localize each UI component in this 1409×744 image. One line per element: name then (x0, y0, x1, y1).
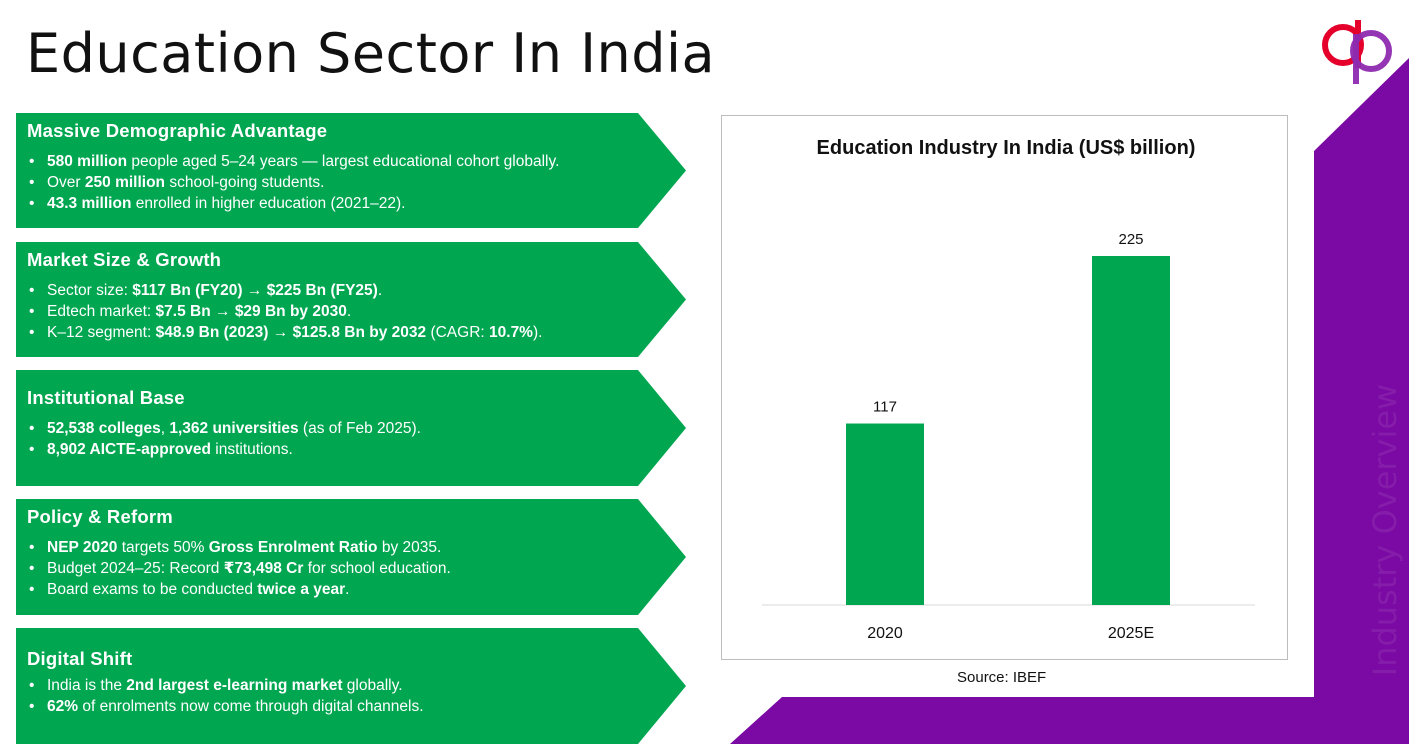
card-title: Massive Demographic Advantage (27, 120, 328, 141)
list-item: Sector size: $117 Bn (FY20) → $225 Bn (F… (27, 280, 686, 301)
highlight-text: 52,538 colleges (47, 420, 161, 437)
body-text: Sector size: (47, 282, 133, 299)
category-label: 2020 (867, 625, 903, 642)
company-logo-icon (1322, 20, 1392, 84)
highlight-text: 250 million (84, 174, 166, 191)
side-label: Industry Overview (1366, 383, 1404, 677)
bar-2020 (846, 423, 924, 605)
body-text: . (346, 303, 352, 320)
bars-group: 117 2020 225 2025E (846, 231, 1170, 642)
category-label: 2025E (1108, 625, 1154, 642)
card-title: Policy & Reform (27, 506, 173, 527)
body-text: enrolled in higher education (2021–22). (131, 195, 406, 212)
body-text: India is the (47, 677, 127, 694)
highlight-text: 8,902 AICTE-approved (47, 441, 211, 458)
highlight-text: $225 Bn (FY25) (266, 282, 378, 299)
card-list: NEP 2020 targets 50% Gross Enrolment Rat… (27, 537, 686, 600)
body-text: Over (47, 174, 85, 191)
highlight-text: 43.3 million (47, 195, 132, 212)
body-text: Board exams to be conducted (47, 581, 258, 598)
data-label: 225 (1118, 231, 1143, 248)
card-list: Sector size: $117 Bn (FY20) → $225 Bn (F… (27, 280, 686, 343)
card-list: India is the 2nd largest e-learning mark… (27, 675, 686, 717)
source-note: Source: IBEF (957, 669, 1047, 686)
list-item: 62% of enrolments now come through digit… (27, 696, 686, 717)
list-item: NEP 2020 targets 50% Gross Enrolment Rat… (27, 537, 686, 558)
highlight-text: 10.7% (489, 324, 533, 341)
highlight-text: 580 million (47, 153, 128, 170)
highlight-text: twice a year (257, 581, 346, 598)
highlight-text: $29 Bn by 2030 (234, 303, 347, 320)
highlight-text: 1,362 universities (169, 420, 299, 437)
body-text: Edtech market: (47, 303, 156, 320)
highlight-text: NEP 2020 (47, 539, 118, 556)
highlight-text: $7.5 Bn (155, 303, 211, 320)
body-text: school-going students. (165, 174, 325, 191)
highlight-text: 2nd largest e-learning market (126, 677, 343, 694)
body-text: . (377, 282, 383, 299)
list-item: 43.3 million enrolled in higher educatio… (27, 193, 686, 214)
body-text: globally. (342, 677, 403, 694)
list-item: 8,902 AICTE-approved institutions. (27, 439, 686, 460)
card-list: 580 million people aged 5–24 years — lar… (27, 151, 686, 214)
highlight-text: Gross Enrolment Ratio (208, 539, 378, 556)
chart-title: Education Industry In India (US$ billion… (817, 137, 1196, 159)
body-text: by 2035. (377, 539, 442, 556)
page-title: Education Sector In India (26, 22, 716, 85)
card-institutional-base: Institutional Base 52,538 colleges, 1,36… (16, 370, 686, 486)
body-text: , (160, 420, 170, 437)
card-demographic: Massive Demographic Advantage 580 millio… (16, 113, 686, 228)
bar-2025e (1092, 256, 1170, 605)
card-market-size: Market Size & Growth Sector size: $117 B… (16, 242, 686, 357)
highlight-text: 62% (47, 698, 79, 715)
body-text: (as of Feb 2025). (298, 420, 421, 437)
list-item: 52,538 colleges, 1,362 universities (as … (27, 418, 686, 439)
body-text: → (242, 282, 267, 299)
list-item: K–12 segment: $48.9 Bn (2023) → $125.8 B… (27, 322, 686, 343)
body-text: (CAGR: (426, 324, 490, 341)
body-text: . (345, 581, 350, 598)
body-text: of enrolments now come through digital c… (78, 698, 424, 715)
chart-panel: Education Industry In India (US$ billion… (721, 115, 1288, 660)
card-title: Institutional Base (27, 387, 185, 408)
body-text: targets 50% (117, 539, 209, 556)
highlight-text: $117 Bn (FY20) (132, 282, 243, 299)
highlight-text: $125.8 Bn by 2032 (292, 324, 427, 341)
list-item: Budget 2024–25: Record ₹73,498 Cr for sc… (27, 558, 686, 579)
body-text: ). (532, 324, 543, 341)
card-digital-shift: Digital Shift India is the 2nd largest e… (16, 628, 686, 744)
highlight-text: ₹73,498 Cr (223, 560, 304, 577)
list-item: Edtech market: $7.5 Bn → $29 Bn by 2030. (27, 301, 686, 322)
data-label: 117 (873, 399, 897, 416)
body-text: → (268, 324, 293, 341)
body-text: institutions. (210, 441, 293, 458)
card-title: Market Size & Growth (27, 249, 222, 270)
bar-chart: Education Industry In India (US$ billion… (762, 137, 1255, 642)
list-item: Over 250 million school-going students. (27, 172, 686, 193)
body-text: people aged 5–24 years — largest educati… (127, 153, 560, 170)
body-text: for school education. (303, 560, 451, 577)
list-item: India is the 2nd largest e-learning mark… (27, 675, 686, 696)
card-title: Digital Shift (27, 648, 133, 669)
body-text: → (210, 303, 235, 320)
highlight-text: $48.9 Bn (2023) (155, 324, 269, 341)
list-item: Board exams to be conducted twice a year… (27, 579, 686, 600)
body-text: K–12 segment: (47, 324, 156, 341)
card-policy-reform: Policy & Reform NEP 2020 targets 50% Gro… (16, 499, 686, 615)
card-list: 52,538 colleges, 1,362 universities (as … (27, 418, 686, 460)
body-text: Budget 2024–25: Record (47, 560, 224, 577)
list-item: 580 million people aged 5–24 years — lar… (27, 151, 686, 172)
